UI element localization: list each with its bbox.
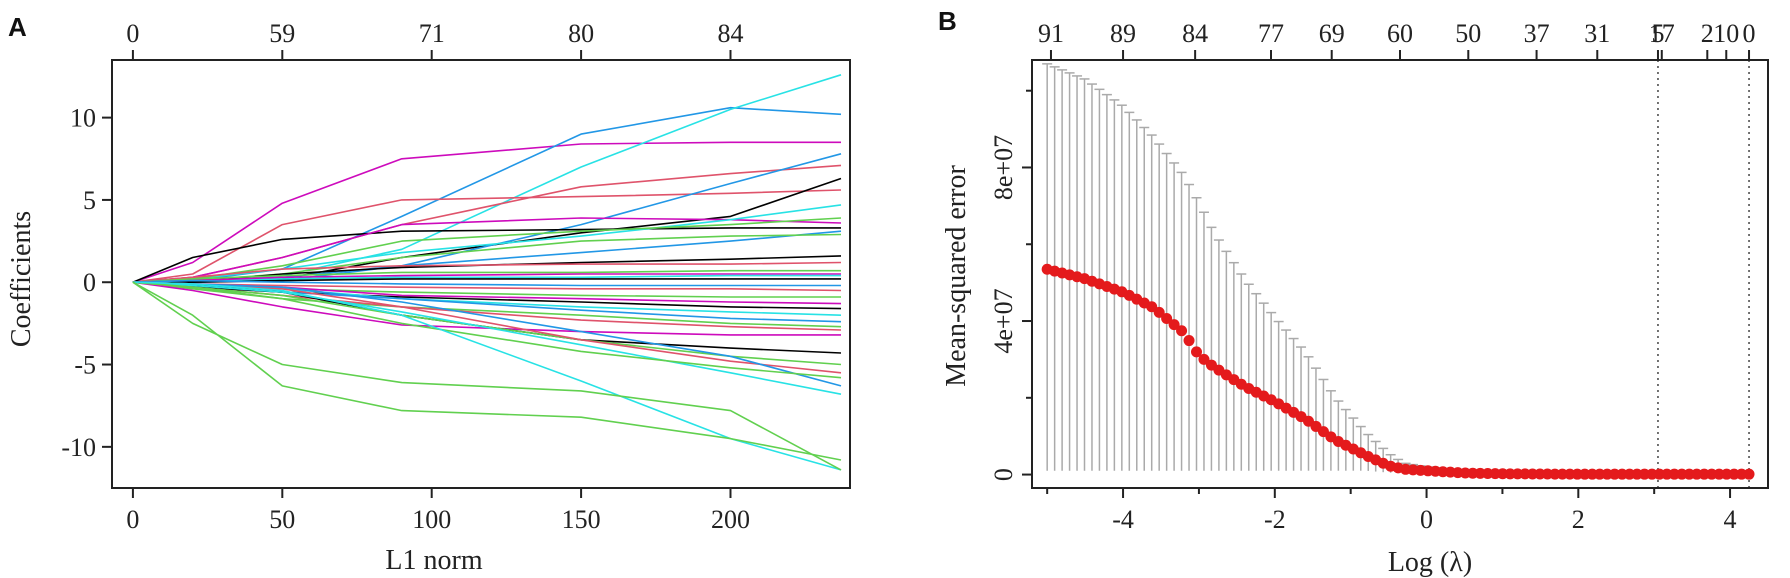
chart-a-x-tick-label: 150	[562, 505, 601, 534]
chart-b-y-axis-title: Mean-squared error	[941, 165, 972, 387]
chart-b-y-tick-label: 4e+07	[989, 288, 1018, 353]
panel-a-letter: A	[8, 12, 27, 42]
chart-a-y-axis-title: Coefficients	[6, 211, 37, 347]
chart-a-plot-frame	[111, 59, 851, 489]
chart-a-series-34	[132, 281, 842, 379]
chart-a-x-tick-label: 0	[126, 505, 139, 534]
chart-a-y-tick-label: 0	[83, 268, 96, 297]
chart-b-point	[1176, 325, 1188, 337]
chart-a-series-15	[132, 269, 841, 283]
chart-a-y-tick-label: -5	[74, 351, 96, 380]
chart-b-x-tick-label: 0	[1420, 505, 1433, 534]
chart-b-top-tick-label: 5	[1651, 19, 1664, 48]
chart-a-series-4	[132, 189, 842, 283]
chart-b-marks-group	[1041, 60, 1755, 488]
chart-a-x-tick-label: 200	[711, 505, 750, 534]
chart-b-point	[1183, 335, 1195, 347]
chart-a-top-tick-label: 84	[717, 19, 743, 48]
chart-b-point	[1161, 312, 1173, 324]
chart-a-top-tick-label: 71	[419, 19, 445, 48]
chart-b-point	[1168, 319, 1180, 331]
chart-b-top-tick-label: 84	[1182, 19, 1208, 48]
chart-b-point	[1743, 468, 1755, 480]
chart-a-x-tick-label: 100	[412, 505, 451, 534]
chart-a-series-group	[132, 74, 842, 471]
chart-a-series-18	[132, 278, 841, 284]
chart-a-series-37	[132, 281, 842, 461]
chart-a-series-14	[132, 261, 842, 283]
chart-b-top-tick-label: 2	[1701, 19, 1714, 48]
chart-b-top-tick-label: 77	[1258, 19, 1284, 48]
chart-b-top-tick-label: 31	[1584, 19, 1610, 48]
chart-b-x-tick-label: 2	[1572, 505, 1585, 534]
chart-b-x-tick-label: -4	[1112, 505, 1134, 534]
chart-b-point	[1153, 306, 1165, 318]
chart-a-top-tick-label: 0	[126, 19, 139, 48]
chart-a-top-tick-label: 80	[568, 19, 594, 48]
chart-b-x-tick-label: 4	[1724, 505, 1737, 534]
chart-b-top-tick-label: 0	[1743, 19, 1756, 48]
chart-a-x-axis-title: L1 norm	[385, 545, 482, 576]
panel-b-letter: B	[938, 6, 957, 36]
chart-a-series-0	[132, 141, 841, 283]
chart-b-top-tick-label: 89	[1110, 19, 1136, 48]
chart-b-top-tick-label: 37	[1524, 19, 1550, 48]
chart-a-x-tick-label: 50	[269, 505, 295, 534]
chart-b-y-tick-label: 0	[989, 468, 1018, 481]
chart-b-point	[1191, 346, 1203, 358]
chart-b-plot-frame	[1031, 59, 1769, 489]
chart-a-series-2	[132, 74, 842, 283]
chart-b-top-tick-label: 17	[1649, 19, 1675, 48]
chart-a-series-33	[132, 281, 842, 395]
chart-a-y-tick-label: 10	[70, 104, 96, 133]
chart-b-top-tick-label: 10	[1713, 19, 1739, 48]
chart-b-top-tick-label: 69	[1319, 19, 1345, 48]
chart-a-series-1	[132, 106, 842, 283]
chart-b-top-tick-label: 91	[1038, 19, 1064, 48]
chart-b-y-tick-label: 8e+07	[989, 135, 1018, 200]
chart-a-series-19	[132, 279, 841, 287]
chart-b-top-tick-label: 50	[1455, 19, 1481, 48]
chart-b-top-tick-label: 60	[1387, 19, 1413, 48]
chart-b-point	[1146, 301, 1158, 313]
chart-a-series-27	[132, 281, 841, 336]
chart-a-y-tick-label: 5	[83, 186, 96, 215]
chart-a-top-tick-label: 59	[269, 19, 295, 48]
chart-b-point	[1198, 353, 1210, 365]
chart-a-series-36	[132, 281, 842, 471]
chart-a-series-7	[132, 227, 841, 283]
chart-b-x-tick-label: -2	[1264, 505, 1286, 534]
chart-a-y-tick-label: -10	[61, 433, 96, 462]
chart-b-x-axis-title: Log (λ)	[1388, 547, 1472, 578]
